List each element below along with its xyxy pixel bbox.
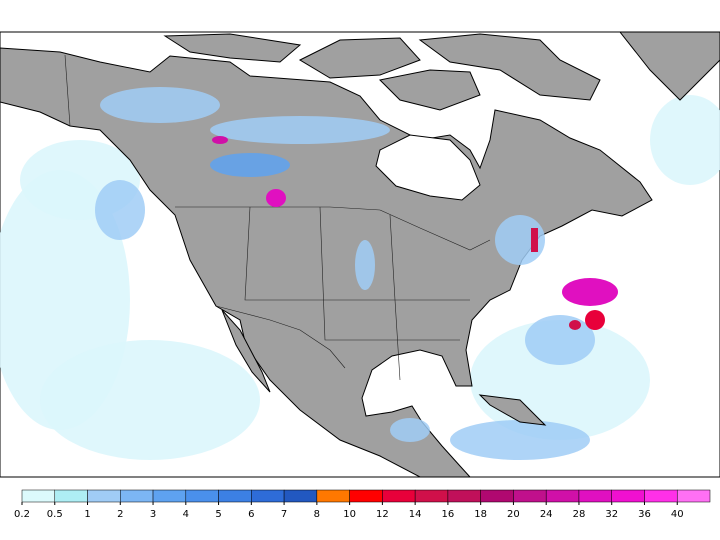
colorbar-swatch: [349, 489, 383, 503]
colorbar-label: 16: [442, 509, 455, 520]
colorbar-swatch: [676, 489, 711, 503]
colorbar-swatch: [185, 489, 219, 503]
colorbar-swatch: [382, 489, 416, 503]
colorbar-swatch: [545, 489, 580, 503]
colorbar-label: 2: [117, 509, 123, 520]
colorbar-label: 3: [150, 509, 156, 520]
colorbar-swatch: [54, 489, 88, 503]
colorbar-label: 7: [281, 509, 287, 520]
colorbar-label: 32: [605, 509, 618, 520]
colorbar-swatch: [251, 489, 285, 503]
precip-land: [100, 87, 618, 442]
colorbar: 0.2 0.5 1 2 3 4 5 6 7 8 10 12 14 16 18 20 24 28 32 36 40: [14, 489, 711, 520]
landmass: [0, 31, 720, 478]
colorbar-swatch: [578, 489, 612, 503]
colorbar-swatch: [414, 489, 449, 503]
colorbar-label: 8: [314, 509, 320, 520]
colorbar-swatch: [513, 489, 547, 503]
colorbar-label: 4: [183, 509, 189, 520]
colorbar-label: 0.2: [14, 509, 30, 520]
colorbar-label: 12: [376, 509, 389, 520]
colorbar-label: 0.5: [47, 509, 63, 520]
colorbar-swatch: [87, 489, 121, 503]
colorbar-swatch: [218, 489, 252, 503]
colorbar-label: 24: [540, 509, 553, 520]
colorbar-swatch: [283, 489, 318, 503]
colorbar-label: 10: [343, 509, 356, 520]
colorbar-label: 18: [474, 509, 487, 520]
colorbar-swatch: [152, 489, 187, 503]
colorbar-label: 5: [215, 509, 221, 520]
colorbar-label: 20: [507, 509, 520, 520]
map: [0, 31, 720, 478]
precip-ocean: [0, 95, 720, 460]
colorbar-label: 28: [573, 509, 586, 520]
colorbar-swatch: [480, 489, 514, 503]
borders: [64, 54, 491, 381]
colorbar-swatch: [316, 489, 350, 503]
colorbar-swatch: [447, 489, 481, 503]
colorbar-label: 14: [409, 509, 422, 520]
colorbar-label: 36: [638, 509, 651, 520]
colorbar-label: 40: [671, 509, 684, 520]
colorbar-label: 1: [84, 509, 90, 520]
colorbar-label: 6: [248, 509, 254, 520]
colorbar-swatch: [120, 489, 154, 503]
colorbar-swatch: [21, 489, 56, 503]
colorbar-swatch: [644, 489, 678, 503]
colorbar-swatch: [611, 489, 645, 503]
